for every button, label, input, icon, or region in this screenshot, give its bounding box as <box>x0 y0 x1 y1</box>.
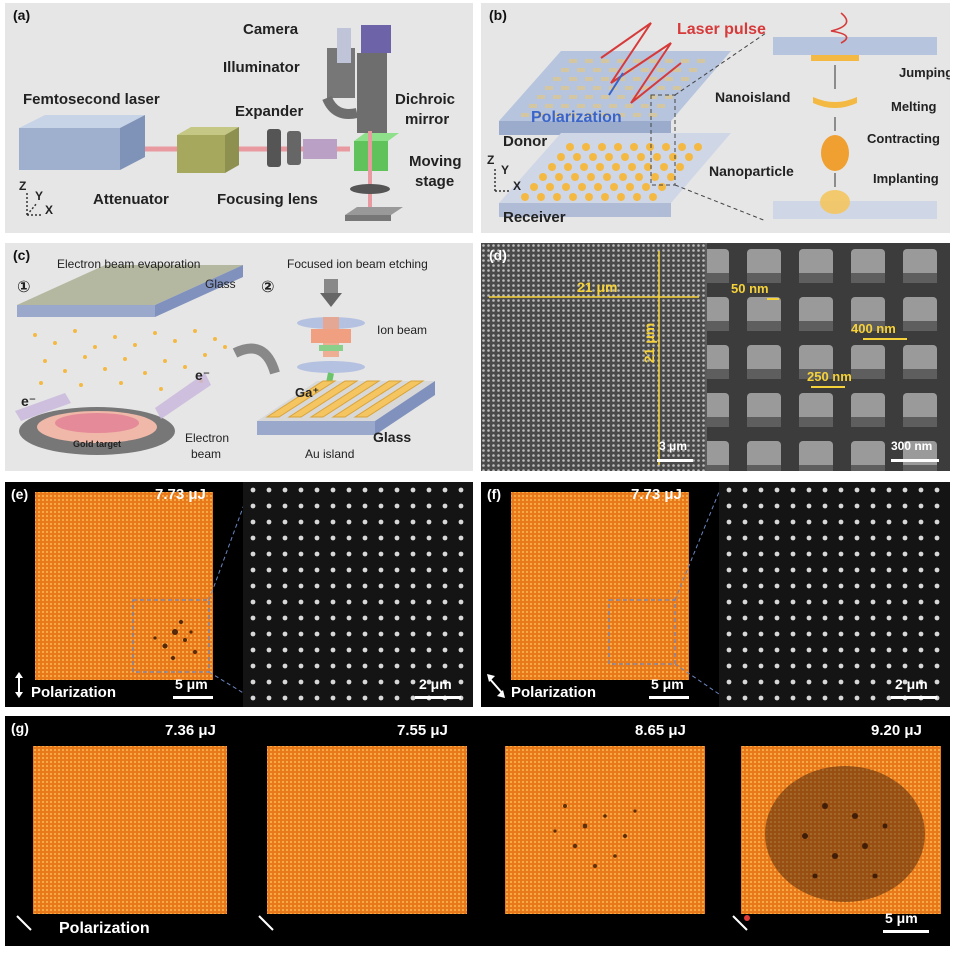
mirror-label: mirror <box>405 111 450 128</box>
ion-beam-label: Ion beam <box>377 323 428 337</box>
energy-label: 7.73 μJ <box>631 486 682 503</box>
scale-bar-left <box>657 459 693 462</box>
camera-label: Camera <box>243 21 299 38</box>
jumping-label: Jumping <box>899 65 950 80</box>
panel-label: (b) <box>489 7 507 23</box>
step1-label: Electron beam evaporation <box>57 257 201 271</box>
panel-label: (d) <box>489 247 507 263</box>
height-label: 21 μm <box>641 322 658 364</box>
setup-diagram <box>19 25 403 221</box>
panel-label: (e) <box>11 486 29 502</box>
dim-250-label: 250 nm <box>807 369 852 384</box>
ga-label: Ga⁺ <box>295 385 320 400</box>
step2-number: ② <box>261 279 275 296</box>
transfer-diagram <box>494 12 937 222</box>
nanoisland-label: Nanoisland <box>715 89 791 105</box>
scale-left-label: 5 μm <box>651 676 684 692</box>
panel-g: (g) 7.36 μJ 7.55 μJ 8.65 μJ 9.20 μJ Pola… <box>5 716 950 946</box>
scale-left-label: 5 μm <box>175 676 208 692</box>
dichroic-label: Dichroic <box>395 91 456 108</box>
scale-left-label: 3 μm <box>659 439 688 453</box>
scale-bar-right <box>415 696 461 699</box>
gold-target-label: Gold target <box>73 439 122 449</box>
panel-f: (f) 7.73 μJ Polarization 5 μm 2 μm <box>481 482 950 707</box>
contracting-label: Contracting <box>867 131 940 146</box>
panel-label: (f) <box>487 486 501 502</box>
dim-50-label: 50 nm <box>731 281 769 296</box>
energy-4: 9.20 μJ <box>871 722 922 739</box>
dim-400-label: 400 nm <box>851 321 896 336</box>
axis-x: X <box>513 179 522 193</box>
panel-b: (b) Laser pulse Polarization Donor Recei… <box>481 3 950 233</box>
focusing-lens-label: Focusing lens <box>217 191 318 208</box>
implanting-label: Implanting <box>873 171 939 186</box>
dark-field-f <box>487 482 950 707</box>
expander-label: Expander <box>235 103 304 120</box>
scale-bar-right <box>891 459 939 462</box>
panel-a: (a) Camera Illuminator Femtosecond laser… <box>5 3 473 233</box>
dark-field-e <box>15 482 473 707</box>
fabrication-diagram <box>15 265 435 455</box>
beam-label: beam <box>191 447 222 461</box>
scale-right-label: 2 μm <box>895 676 928 692</box>
scale-right-label: 300 nm <box>891 439 933 453</box>
glass-bottom-label: Glass <box>373 429 412 445</box>
axis-z: Z <box>19 179 27 193</box>
panel-c: (c) Electron beam evaporation ① Focused … <box>5 243 473 471</box>
melting-label: Melting <box>891 99 937 114</box>
polarization-label: Polarization <box>31 684 117 701</box>
panel-e: (e) 7.73 μJ Polarization 5 μm 2 μm <box>5 482 473 707</box>
au-island-label: Au island <box>305 447 355 461</box>
axis-y: Y <box>501 163 510 177</box>
laser-pulse-label: Laser pulse <box>677 21 766 38</box>
attenuator-label: Attenuator <box>93 191 169 208</box>
panel-label: (a) <box>13 7 31 23</box>
step1-number: ① <box>17 279 31 296</box>
energy-label: 7.73 μJ <box>155 486 206 503</box>
dark-field-series <box>16 746 941 931</box>
donor-label: Donor <box>503 133 548 150</box>
laser-label: Femtosecond laser <box>23 91 160 108</box>
panel-label: (c) <box>13 247 31 263</box>
sem-images <box>481 243 950 471</box>
stage-label: stage <box>415 173 455 190</box>
step2-label: Focused ion beam etching <box>287 257 428 271</box>
receiver-label: Receiver <box>503 209 566 226</box>
electron-symbol-right: e⁻ <box>195 367 211 383</box>
panel-label: (g) <box>11 720 29 736</box>
scale-bar-left <box>173 696 213 699</box>
illuminator-label: Illuminator <box>223 59 300 76</box>
polarization-label: Polarization <box>59 920 150 937</box>
panel-d: (d) 21 μm 21 μm 3 μm 50 nm 400 nm 250 nm… <box>481 243 950 471</box>
moving-label: Moving <box>409 153 462 170</box>
polarization-label: Polarization <box>511 684 597 701</box>
polarization-label: Polarization <box>531 109 622 126</box>
axis-z: Z <box>487 153 495 167</box>
electron-label: Electron <box>185 431 230 445</box>
glass-top-label: Glass <box>205 277 236 291</box>
axis-x: X <box>45 203 54 217</box>
scale-bar-left <box>649 696 689 699</box>
electron-symbol-left: e⁻ <box>21 393 37 409</box>
width-label: 21 μm <box>577 279 618 295</box>
scale-label: 5 μm <box>885 910 918 926</box>
energy-1: 7.36 μJ <box>165 722 216 739</box>
scale-right-label: 2 μm <box>419 676 452 692</box>
energy-2: 7.55 μJ <box>397 722 448 739</box>
nanoparticle-label: Nanoparticle <box>709 163 794 179</box>
scale-bar <box>883 930 929 933</box>
axis-y: Y <box>35 189 44 203</box>
scale-bar-right <box>891 696 937 699</box>
energy-3: 8.65 μJ <box>635 722 686 739</box>
